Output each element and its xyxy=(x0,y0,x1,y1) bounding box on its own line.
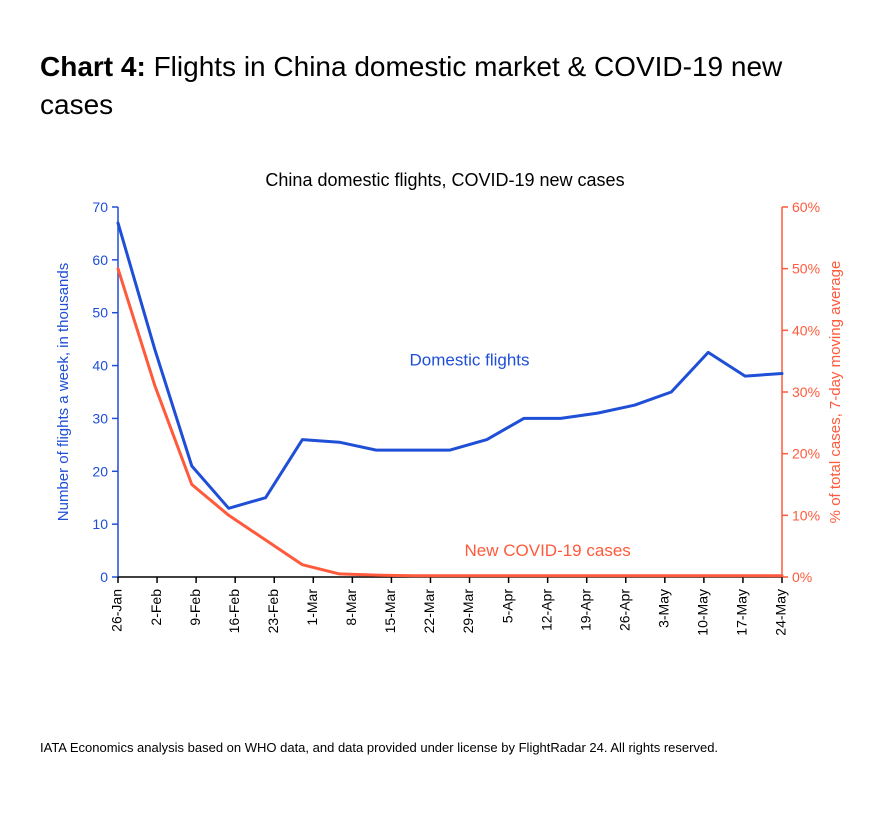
chart-title: China domestic flights, COVID-19 new cas… xyxy=(40,170,850,191)
svg-text:29-Mar: 29-Mar xyxy=(460,589,476,634)
line-chart-svg: 0 10 20 30 40 50 60 70 Number of flights a week,… xyxy=(40,197,850,667)
svg-text:40%: 40% xyxy=(792,322,820,338)
svg-text:0: 0 xyxy=(100,569,108,585)
svg-text:1-Mar: 1-Mar xyxy=(304,589,320,626)
plot-area: 0 10 20 30 40 50 60 70 Number of flights a week,… xyxy=(40,197,850,667)
chart-heading-text: Flights in China domestic market & COVID… xyxy=(40,51,782,120)
svg-text:% of total cases, 7-day moving: % of total cases, 7-day moving average xyxy=(827,261,844,524)
svg-text:22-Mar: 22-Mar xyxy=(421,589,437,634)
svg-text:10%: 10% xyxy=(792,507,820,523)
svg-text:Domestic flights: Domestic flights xyxy=(410,351,530,370)
svg-text:New COVID-19 cases: New COVID-19 cases xyxy=(465,541,631,560)
svg-text:16-Feb: 16-Feb xyxy=(226,589,242,634)
svg-text:3-May: 3-May xyxy=(656,589,672,628)
svg-text:50%: 50% xyxy=(792,261,820,277)
svg-text:26-Apr: 26-Apr xyxy=(616,589,632,631)
svg-text:50: 50 xyxy=(92,305,108,321)
chart-number: Chart 4: xyxy=(40,51,146,82)
svg-text:19-Apr: 19-Apr xyxy=(577,589,593,631)
source-note: IATA Economics analysis based on WHO dat… xyxy=(40,740,850,755)
svg-text:24-May: 24-May xyxy=(773,589,789,636)
svg-text:40: 40 xyxy=(92,358,108,374)
svg-text:30: 30 xyxy=(92,410,108,426)
page: { "title": { "prefix": "Chart 4:", "rest… xyxy=(0,0,886,819)
svg-text:9-Feb: 9-Feb xyxy=(187,589,203,626)
svg-text:23-Feb: 23-Feb xyxy=(265,589,281,634)
svg-text:60: 60 xyxy=(92,252,108,268)
svg-text:5-Apr: 5-Apr xyxy=(499,589,515,624)
svg-text:70: 70 xyxy=(92,199,108,215)
svg-text:2-Feb: 2-Feb xyxy=(148,589,164,626)
svg-text:15-Mar: 15-Mar xyxy=(382,589,398,634)
svg-text:10-May: 10-May xyxy=(695,589,711,636)
svg-text:20: 20 xyxy=(92,463,108,479)
svg-text:26-Jan: 26-Jan xyxy=(109,589,125,632)
svg-text:12-Apr: 12-Apr xyxy=(538,589,554,631)
svg-text:60%: 60% xyxy=(792,199,820,215)
svg-text:20%: 20% xyxy=(792,446,820,462)
chart-container: China domestic flights, COVID-19 new cas… xyxy=(40,170,850,667)
svg-text:10: 10 xyxy=(92,516,108,532)
svg-text:17-May: 17-May xyxy=(734,589,750,636)
svg-text:8-Mar: 8-Mar xyxy=(343,589,359,626)
svg-text:30%: 30% xyxy=(792,384,820,400)
svg-text:0%: 0% xyxy=(792,569,812,585)
svg-text:Number of flights a week, in t: Number of flights a week, in thousands xyxy=(55,263,72,521)
chart-heading: Chart 4: Flights in China domestic marke… xyxy=(40,48,850,124)
